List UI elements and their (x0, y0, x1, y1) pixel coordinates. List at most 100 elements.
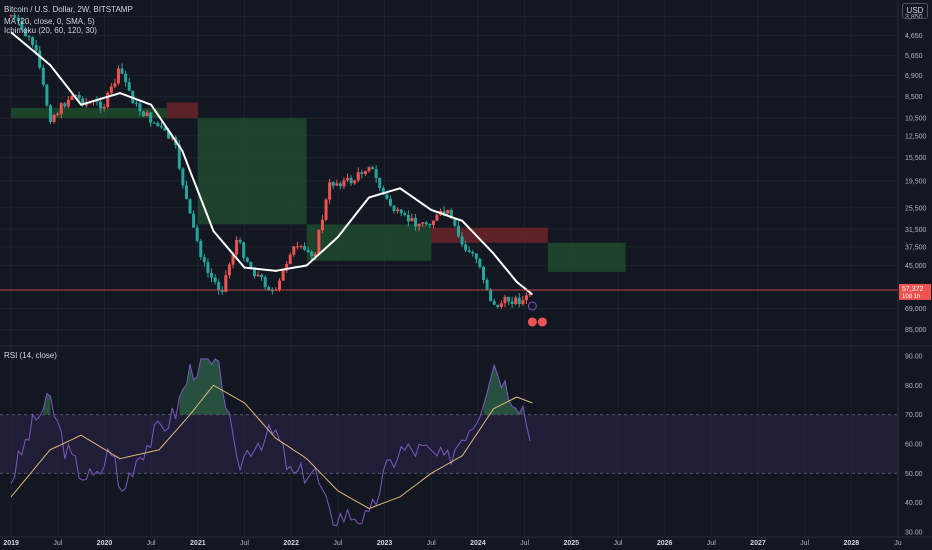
candle-body (124, 73, 128, 83)
candle-body (142, 111, 146, 117)
ma-line-layer (10, 31, 534, 296)
candle-body (489, 290, 493, 302)
cloud-segment (306, 224, 432, 261)
candle-body (303, 246, 307, 250)
candle-body (102, 106, 106, 109)
rsi-overbought-fill (483, 365, 523, 415)
candle-body (381, 188, 385, 195)
price-tick-label: 19,500 (905, 178, 927, 185)
candle-body (481, 266, 485, 280)
candle-body (74, 94, 78, 97)
rsi-tick-label: 80.00 (905, 383, 923, 390)
candle-body (403, 213, 407, 215)
candle-body (145, 112, 149, 117)
candle-body (252, 267, 256, 277)
candle-body (13, 15, 17, 18)
candle-body (113, 83, 117, 87)
price-tick-label: 69,000 (905, 306, 927, 313)
price-tick-label: 25,500 (905, 205, 927, 212)
price-tick-label: 85,000 (905, 327, 927, 334)
candle-body (292, 246, 296, 255)
candle-body (63, 103, 67, 107)
last-price-countdown: 10d 1h (902, 294, 920, 300)
legend-ma: MA (20, close, 0, SMA, 5) (4, 17, 95, 26)
axes: 3,850 4,650 5,650 6,900 8,500 10,500 12,500 15,… (3, 14, 926, 547)
candle-body (295, 246, 299, 248)
currency-button[interactable]: USD (902, 3, 928, 19)
candle-body (517, 297, 521, 305)
rsi-tick-label: 30.00 (905, 530, 923, 537)
candle-body (478, 258, 482, 267)
time-tick-label: Jul (800, 540, 809, 547)
candle-body (388, 198, 392, 206)
time-tick-label: 2025 (563, 540, 579, 547)
candle-body (528, 294, 532, 296)
candle-body (227, 264, 231, 276)
price-tick-label: 6,900 (905, 73, 923, 80)
candle-body (356, 172, 360, 181)
candle-body (410, 217, 414, 222)
candle-body (152, 122, 156, 124)
candle-body (464, 244, 468, 251)
ichimoku-cloud (11, 102, 626, 272)
candle-body (503, 296, 507, 304)
candle-body (453, 218, 457, 226)
candle-body (199, 240, 203, 258)
time-tick-label: 2021 (190, 540, 206, 547)
time-tick-label: Jul (707, 540, 716, 547)
time-tick-label: 2020 (97, 540, 113, 547)
candle-body (431, 220, 435, 225)
candle-body (442, 211, 446, 214)
candle-body (156, 122, 160, 127)
last-price-value: 57,372 (902, 286, 924, 293)
candle-body (181, 168, 185, 186)
candle-body (202, 257, 206, 263)
candle-body (306, 249, 310, 252)
candle-body (34, 45, 38, 51)
candle-body (485, 279, 489, 291)
earnings-marker-icon (527, 317, 537, 327)
candle-body (170, 137, 174, 139)
candle-body (81, 98, 85, 106)
candle-body (52, 114, 56, 123)
candle-body (331, 182, 335, 186)
cloud-segment (166, 102, 198, 119)
price-tick-label: 37,500 (905, 244, 927, 251)
time-tick-label: 2027 (750, 540, 766, 547)
cloud-segment (11, 107, 167, 119)
candle-body (363, 171, 367, 174)
price-tick-label: 8,500 (905, 94, 923, 101)
rsi-pane: 30.00 40.00 50.00 60.00 70.00 80.00 90.00 (0, 354, 923, 537)
candle-body (399, 209, 403, 214)
candle-body (346, 177, 350, 181)
candle-body (167, 130, 171, 139)
candle-body (510, 301, 514, 304)
price-tick-label: 3,850 (905, 14, 923, 21)
price-tick-label: 31,500 (905, 227, 927, 234)
candle-body (95, 100, 99, 102)
candle-body (159, 126, 163, 128)
candle-body (9, 15, 13, 17)
candle-body (16, 17, 20, 22)
rsi-line (10, 358, 531, 527)
candle-body (360, 172, 364, 174)
candle-body (396, 209, 400, 212)
candle-body (106, 92, 110, 107)
candle-body (288, 254, 292, 264)
candle-body (392, 205, 396, 212)
candle-body (353, 180, 357, 184)
candle-body (349, 177, 353, 184)
price-tick-label: 4,650 (905, 33, 923, 40)
candle-body (521, 300, 525, 305)
candle-body (524, 295, 528, 301)
candle-body (134, 102, 138, 104)
legend-symbol: Bitcoin / U.S. Dollar, 2W, BITSTAMP (4, 5, 133, 14)
candle-body (424, 222, 428, 225)
candle-body (59, 103, 63, 114)
candle-body (131, 90, 135, 103)
candle-body (435, 214, 439, 221)
price-tick-label: 5,650 (905, 53, 923, 60)
candle-body (217, 281, 221, 291)
candle-body (338, 183, 342, 187)
